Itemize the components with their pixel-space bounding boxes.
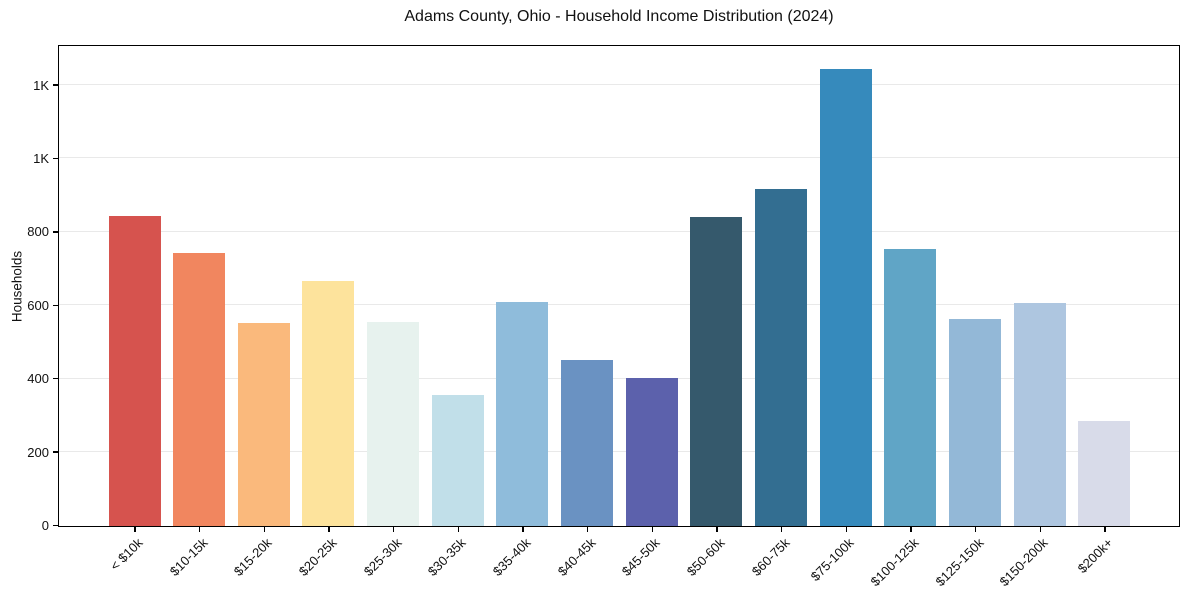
x-tick-mark (651, 527, 653, 532)
plot-area (58, 45, 1180, 527)
x-tick-mark (1039, 527, 1041, 532)
y-tick-label: 400 (27, 371, 49, 387)
x-tick-mark (716, 527, 718, 532)
x-tick-mark (780, 527, 783, 532)
y-tick-mark (53, 524, 58, 527)
y-tick-label: 600 (27, 297, 49, 313)
y-tick-label: 0 (41, 518, 49, 533)
x-tick-mark (845, 527, 847, 532)
y-tick-label: 800 (27, 224, 49, 240)
bar-$30-35k (431, 394, 484, 526)
bar-< $10k (108, 215, 161, 526)
bar-$200k+ (1078, 420, 1131, 526)
gridline (59, 157, 1179, 159)
bar-$35-40k (496, 302, 549, 526)
y-tick-mark (53, 231, 58, 233)
bar-$60-75k (755, 189, 808, 526)
gridline (59, 451, 1179, 453)
y-tick-mark (53, 157, 58, 160)
chart-title: Adams County, Ohio - Household Income Di… (404, 8, 834, 25)
x-tick-mark (134, 527, 136, 532)
bar-$50-60k (690, 216, 743, 526)
x-tick-mark (910, 527, 912, 532)
bar-$45-50k (625, 378, 678, 526)
x-tick-mark (392, 527, 395, 532)
bar-$150-200k (1013, 303, 1066, 526)
gridline (59, 230, 1179, 232)
bar-$125-150k (949, 318, 1002, 526)
bar-$10-15k (173, 252, 226, 526)
y-tick-mark (53, 84, 58, 86)
y-tick-label: 1K (33, 77, 49, 93)
x-tick-mark (974, 527, 977, 532)
bar-$40-45k (561, 360, 614, 526)
x-tick-mark (586, 527, 589, 532)
x-tick-mark (328, 527, 330, 532)
gridline (59, 304, 1179, 306)
y-tick-mark (53, 304, 58, 306)
bar-$25-30k (367, 321, 420, 526)
x-tick-mark (263, 527, 265, 532)
bar-$75-100k (819, 69, 872, 526)
gridline (59, 377, 1179, 379)
gridline (59, 84, 1179, 86)
y-tick-label: 200 (27, 444, 49, 460)
x-tick-mark (1104, 527, 1106, 532)
y-axis-label: Households (9, 250, 25, 323)
bar-$100-125k (884, 248, 937, 526)
bar-$20-25k (302, 280, 355, 526)
x-tick-mark (522, 527, 524, 532)
y-tick-mark (53, 451, 58, 453)
x-tick-mark (457, 527, 459, 532)
y-tick-label: 1K (33, 150, 49, 166)
y-tick-mark (53, 377, 58, 380)
bar-$15-20k (237, 323, 290, 526)
x-tick-mark (198, 527, 201, 532)
x-tick-label: < $10k (107, 535, 146, 574)
